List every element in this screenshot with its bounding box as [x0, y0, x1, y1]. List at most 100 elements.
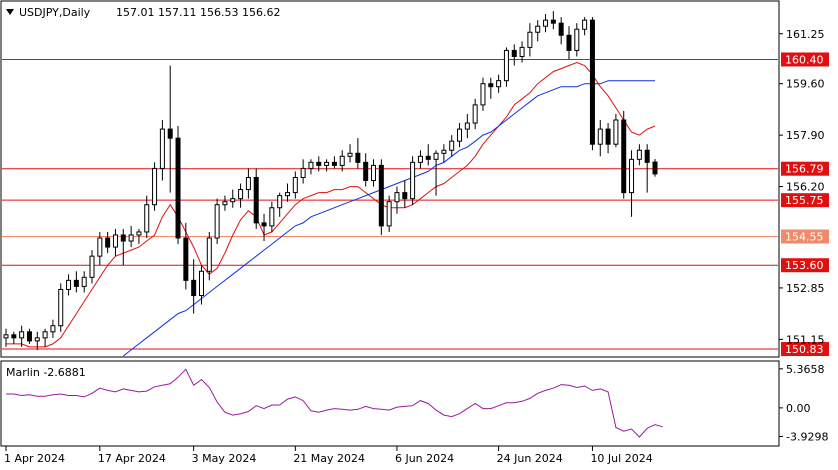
candle [652, 159, 658, 177]
candle [97, 231, 103, 266]
candle-body [488, 83, 494, 88]
time-tick-label: 1 Apr 2024 [4, 452, 65, 465]
candle-body [644, 149, 650, 163]
candle [527, 23, 533, 57]
candle-body [316, 161, 322, 166]
candle-body [417, 155, 423, 163]
candle-body [543, 19, 549, 27]
candle-body [120, 234, 126, 242]
candle-body [292, 176, 298, 194]
candle-body [175, 137, 181, 239]
candle-body [206, 237, 212, 272]
candle-body [89, 255, 95, 278]
candle-body [652, 161, 658, 175]
candle-body [566, 34, 572, 51]
candle [120, 228, 126, 266]
candle [417, 150, 423, 169]
candle [222, 195, 228, 211]
candle [425, 144, 431, 166]
oscillator-tick-label: 0.00 [786, 402, 811, 415]
candle-body [277, 195, 283, 209]
candle-body [253, 176, 259, 224]
candle-body [324, 161, 330, 166]
candle-body [425, 155, 431, 160]
candle-body [191, 279, 197, 296]
candle [112, 228, 118, 257]
candle-body [394, 192, 400, 203]
time-tick-label: 6 Jun 2024 [395, 452, 454, 465]
candle [261, 213, 267, 242]
candle [19, 325, 25, 347]
candle-body [331, 161, 337, 166]
candle-body [441, 149, 447, 154]
candle [605, 123, 611, 154]
candle [136, 228, 142, 245]
candle [206, 231, 212, 281]
candle [480, 77, 486, 111]
candle [636, 144, 642, 166]
candle [308, 159, 314, 175]
candle-body [480, 83, 486, 106]
moving-averages [6, 61, 656, 357]
candle-body [582, 19, 588, 30]
blue-moving-average [122, 80, 655, 357]
candle [386, 195, 392, 232]
candle-body [589, 19, 595, 145]
candle [245, 168, 251, 199]
candle [183, 222, 189, 290]
candle [50, 319, 56, 338]
candle [144, 195, 150, 238]
candle [339, 150, 345, 172]
time-tick-label: 17 Apr 2024 [98, 452, 166, 465]
candle-body [42, 331, 48, 339]
candle-body [558, 22, 564, 36]
level-label-bg [781, 161, 829, 176]
price-tick-label: 156.20 [786, 181, 825, 194]
candle-body [527, 31, 533, 48]
candle [441, 144, 447, 163]
candle [472, 98, 478, 130]
candle-body [386, 201, 392, 227]
candle-body [636, 149, 642, 160]
candle-body [535, 25, 541, 33]
candle [331, 156, 337, 169]
candle-body [19, 331, 25, 339]
candle-body [355, 152, 361, 163]
candle-body [11, 334, 17, 339]
candle-body [613, 119, 619, 145]
candle-body [81, 276, 87, 287]
candle-body [496, 80, 502, 88]
oscillator-title: Marlin -2.6881 [6, 366, 86, 379]
candle-body [230, 198, 236, 203]
candle-body [605, 128, 611, 145]
candle [449, 135, 455, 157]
candle [191, 259, 197, 314]
candle [543, 14, 549, 33]
candle-body [472, 104, 478, 124]
candle-body [363, 161, 369, 182]
candle [371, 159, 377, 187]
dropdown-triangle-icon[interactable] [6, 9, 14, 15]
candle-body [402, 192, 408, 200]
candle-body [34, 337, 40, 342]
level-lines: 160.40 156.79 155.75 154.55 153.60 150.83 [2, 52, 829, 357]
level-label-bg [781, 193, 829, 208]
level-label: 155.75 [785, 194, 824, 207]
candle [621, 110, 627, 199]
candle [66, 274, 72, 296]
time-tick-label: 24 Jun 2024 [497, 452, 563, 465]
candle [292, 171, 298, 199]
candle [644, 144, 650, 193]
candle [58, 283, 64, 332]
candle [511, 44, 517, 66]
candle [464, 113, 470, 139]
candle [89, 250, 95, 284]
candle-body [308, 161, 314, 169]
price-tick-label: 152.85 [786, 282, 825, 295]
candle-body [105, 237, 111, 248]
candle-body [269, 207, 275, 227]
candle [238, 183, 244, 208]
candle [488, 77, 494, 99]
level-label: 154.55 [785, 230, 824, 243]
